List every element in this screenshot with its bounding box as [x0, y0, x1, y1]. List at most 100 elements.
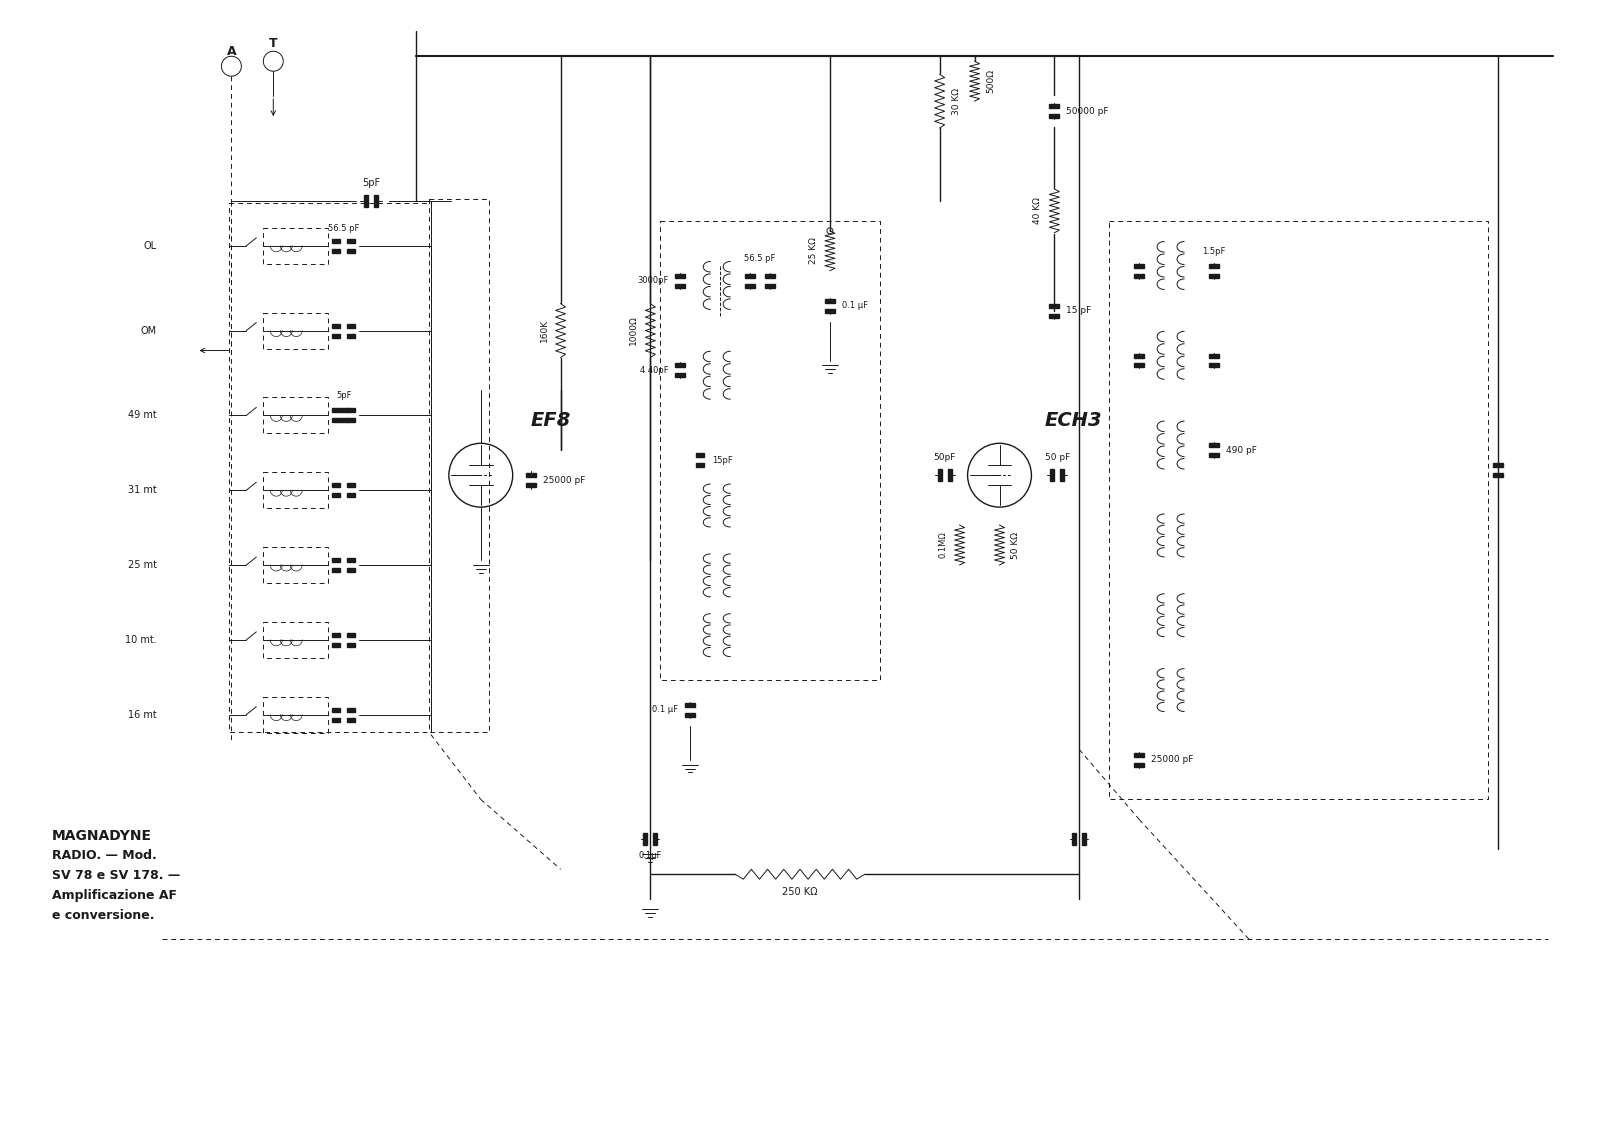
- Bar: [1134, 762, 1144, 767]
- Bar: [347, 568, 355, 572]
- Bar: [347, 483, 355, 487]
- Text: ECH3: ECH3: [1045, 411, 1102, 430]
- Text: RADIO. — Mod.: RADIO. — Mod.: [51, 849, 157, 862]
- Bar: [347, 558, 355, 562]
- Bar: [1050, 303, 1059, 308]
- Bar: [653, 834, 658, 845]
- Bar: [1050, 104, 1059, 109]
- Bar: [938, 469, 942, 481]
- Text: 0.1 μF: 0.1 μF: [842, 301, 867, 310]
- Text: 25 KΩ: 25 KΩ: [810, 238, 818, 265]
- Text: 1000Ω: 1000Ω: [629, 316, 638, 345]
- Text: EF8: EF8: [531, 411, 571, 430]
- Text: 0.1 μF: 0.1 μF: [653, 705, 678, 714]
- Bar: [765, 284, 774, 287]
- Bar: [1493, 464, 1504, 467]
- Bar: [333, 334, 341, 337]
- Bar: [696, 454, 704, 457]
- Text: 25 mt: 25 mt: [128, 560, 157, 570]
- Text: 56.5 pF: 56.5 pF: [744, 253, 776, 262]
- Text: Amplificazione AF: Amplificazione AF: [51, 889, 178, 903]
- Bar: [1082, 834, 1086, 845]
- Bar: [765, 274, 774, 278]
- Bar: [1210, 363, 1219, 368]
- Bar: [333, 239, 341, 243]
- Bar: [333, 558, 341, 562]
- Bar: [333, 408, 341, 413]
- Text: 30 KΩ: 30 KΩ: [952, 87, 960, 114]
- Bar: [347, 493, 355, 498]
- Bar: [341, 408, 349, 413]
- Bar: [1210, 354, 1219, 357]
- Bar: [333, 249, 341, 252]
- Text: 0.1μF: 0.1μF: [638, 852, 662, 861]
- Text: 5pF: 5pF: [362, 178, 381, 188]
- Bar: [347, 323, 355, 328]
- Text: 10 mt.: 10 mt.: [125, 634, 157, 645]
- Bar: [365, 195, 368, 207]
- Bar: [526, 473, 536, 477]
- Bar: [333, 633, 341, 637]
- Bar: [1210, 454, 1219, 457]
- Bar: [675, 363, 685, 368]
- Text: 15 pF: 15 pF: [1066, 307, 1091, 316]
- Bar: [1134, 363, 1144, 368]
- Bar: [347, 642, 355, 647]
- Bar: [1061, 469, 1064, 481]
- Bar: [347, 718, 355, 722]
- Text: 50pF: 50pF: [933, 454, 955, 463]
- Text: 250 KΩ: 250 KΩ: [782, 887, 818, 897]
- Bar: [1210, 274, 1219, 278]
- Text: 160K: 160K: [539, 319, 549, 343]
- Bar: [333, 642, 341, 647]
- Bar: [347, 418, 355, 422]
- Bar: [341, 418, 349, 422]
- Bar: [347, 633, 355, 637]
- Bar: [826, 309, 835, 312]
- Bar: [333, 418, 341, 422]
- Bar: [333, 568, 341, 572]
- Bar: [333, 718, 341, 722]
- Bar: [1050, 114, 1059, 118]
- Text: 0.1MΩ: 0.1MΩ: [939, 532, 947, 559]
- Bar: [526, 483, 536, 487]
- Bar: [746, 274, 755, 278]
- Text: 4 40pF: 4 40pF: [640, 366, 669, 375]
- Text: 50 KΩ: 50 KΩ: [1011, 532, 1021, 559]
- Text: SV 78 e SV 178. —: SV 78 e SV 178. —: [51, 870, 181, 882]
- Text: 25000 pF: 25000 pF: [1150, 756, 1194, 765]
- Bar: [347, 334, 355, 337]
- Text: 50000 pF: 50000 pF: [1066, 106, 1109, 115]
- Bar: [1134, 354, 1144, 357]
- Text: 40 KΩ: 40 KΩ: [1034, 198, 1043, 224]
- Bar: [1210, 264, 1219, 268]
- Text: 3000pF: 3000pF: [637, 276, 669, 285]
- Bar: [947, 469, 952, 481]
- Bar: [1134, 752, 1144, 757]
- Bar: [1210, 443, 1219, 447]
- Bar: [333, 708, 341, 711]
- Bar: [347, 249, 355, 252]
- Text: 500Ω: 500Ω: [987, 69, 995, 93]
- Bar: [374, 195, 378, 207]
- Bar: [347, 708, 355, 711]
- Bar: [696, 464, 704, 467]
- Bar: [333, 493, 341, 498]
- Bar: [1134, 274, 1144, 278]
- Bar: [1050, 313, 1059, 318]
- Bar: [685, 702, 696, 707]
- Bar: [347, 239, 355, 243]
- Bar: [675, 284, 685, 287]
- Bar: [1050, 469, 1054, 481]
- Text: 31 mt: 31 mt: [128, 485, 157, 495]
- Text: A: A: [227, 45, 237, 58]
- Text: MAGNADYNE: MAGNADYNE: [51, 829, 152, 844]
- Bar: [333, 483, 341, 487]
- Bar: [333, 323, 341, 328]
- Bar: [347, 408, 355, 413]
- Bar: [1134, 264, 1144, 268]
- Bar: [826, 299, 835, 303]
- Text: e conversione.: e conversione.: [51, 909, 154, 922]
- Bar: [685, 713, 696, 717]
- Text: 25000 pF: 25000 pF: [542, 476, 586, 485]
